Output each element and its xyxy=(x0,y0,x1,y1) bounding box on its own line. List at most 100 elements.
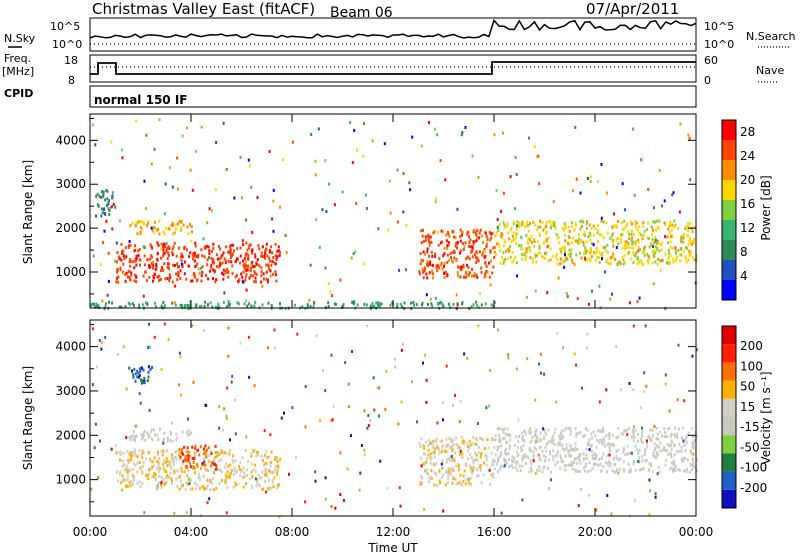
velocity-cell xyxy=(195,487,198,491)
power-speckle-cell xyxy=(227,300,230,303)
velocity-cell xyxy=(632,439,635,443)
velocity-cell xyxy=(494,467,496,471)
velocity-cell xyxy=(579,470,582,473)
velocity-cell xyxy=(256,480,259,483)
velocity-cell xyxy=(503,459,506,463)
velocity-cell xyxy=(429,455,432,459)
velocity-cell xyxy=(165,456,168,460)
power-cell xyxy=(628,232,631,236)
velocity-cell xyxy=(480,452,483,455)
velocity-cell xyxy=(493,459,496,463)
power-cell xyxy=(253,304,256,308)
velocity-cell xyxy=(151,465,154,469)
power-cell xyxy=(127,246,130,249)
power-panel-background xyxy=(90,114,696,308)
velocity-cell xyxy=(132,375,135,379)
velocity-cell xyxy=(210,462,213,466)
power-cell xyxy=(148,266,151,269)
velocity-speckle-cell xyxy=(171,421,173,425)
velocity-cell xyxy=(670,432,673,436)
power-cell xyxy=(151,266,154,270)
velocity-cell xyxy=(429,452,432,456)
velocity-speckle-cell xyxy=(273,328,276,332)
power-speckle-cell xyxy=(586,177,589,180)
power-cell xyxy=(250,262,253,266)
velocity-cell xyxy=(693,465,696,469)
velocity-cell xyxy=(484,447,487,451)
power-cell xyxy=(551,221,554,225)
velocity-cell xyxy=(651,428,654,432)
velocity-cell xyxy=(264,453,267,457)
power-speckle-cell xyxy=(500,209,503,213)
velocity-region-5 xyxy=(128,365,153,385)
power-speckle-cell xyxy=(566,295,569,299)
power-speckle-cell xyxy=(309,263,312,267)
power-speckle-cell xyxy=(356,148,358,152)
power-cell xyxy=(247,253,250,257)
velocity-cell xyxy=(180,479,182,483)
power-cell xyxy=(165,250,168,254)
velocity-cell xyxy=(527,429,530,433)
power-cell xyxy=(495,231,498,235)
power-cell xyxy=(418,270,421,273)
power-cell xyxy=(427,239,430,243)
velocity-cell xyxy=(431,450,434,454)
velocity-cell xyxy=(521,458,524,462)
velocity-cell xyxy=(558,434,561,438)
power-speckle-cell xyxy=(128,240,131,243)
velocity-cell xyxy=(649,437,652,441)
power-speckle-cell xyxy=(479,292,482,296)
velocity-cell xyxy=(555,454,558,458)
velocity-speckle-cell xyxy=(454,394,456,397)
power-cell xyxy=(578,233,580,236)
power-cell xyxy=(654,235,657,239)
power-speckle-cell xyxy=(248,164,251,168)
power-cell xyxy=(226,305,228,309)
velocity-cell xyxy=(505,447,508,451)
velocity-cell xyxy=(268,478,271,482)
velocity-cell xyxy=(435,444,438,448)
velocity-cell xyxy=(132,430,135,433)
power-cell xyxy=(122,249,125,253)
power-cell xyxy=(201,270,204,274)
power-cell xyxy=(244,259,247,263)
power-cell xyxy=(592,224,595,228)
velocity-speckle-cell xyxy=(230,380,233,384)
velocity-cell xyxy=(524,432,527,436)
nsearch-label: N.Search xyxy=(746,30,796,43)
velocity-speckle-cell xyxy=(369,419,372,422)
power-cell xyxy=(446,261,449,264)
power-cell xyxy=(268,249,271,253)
velocity-cell xyxy=(255,454,258,458)
velocity-cell xyxy=(276,456,279,460)
velocity-cell xyxy=(198,453,201,457)
power-cell xyxy=(564,256,567,260)
velocity-speckle-cell xyxy=(644,324,647,328)
power-cell xyxy=(499,261,502,265)
velocity-cell xyxy=(158,427,161,431)
velocity-cell xyxy=(538,458,541,461)
velocity-cell xyxy=(224,479,227,483)
velocity-cell xyxy=(191,456,194,460)
power-cell xyxy=(265,270,268,274)
power-cell xyxy=(426,250,429,254)
power-cell xyxy=(431,269,434,273)
power-cell xyxy=(562,259,565,263)
velocity-cell xyxy=(179,451,182,455)
velocity-cell xyxy=(659,449,662,453)
power-speckle-cell xyxy=(223,291,226,295)
velocity-cell xyxy=(499,465,502,469)
power-cell xyxy=(228,245,231,249)
power-cell xyxy=(264,256,266,260)
velocity-cell xyxy=(535,438,538,442)
power-cell xyxy=(208,249,211,253)
velocity-cell xyxy=(653,450,656,454)
power-speckle-cell xyxy=(173,301,176,305)
power-cell xyxy=(605,258,608,262)
velocity-cell xyxy=(267,455,270,459)
velocity-cell xyxy=(180,469,183,473)
velocity-cell xyxy=(132,437,135,441)
power-speckle-cell xyxy=(272,199,275,203)
velocity-speckle-cell xyxy=(187,478,190,482)
